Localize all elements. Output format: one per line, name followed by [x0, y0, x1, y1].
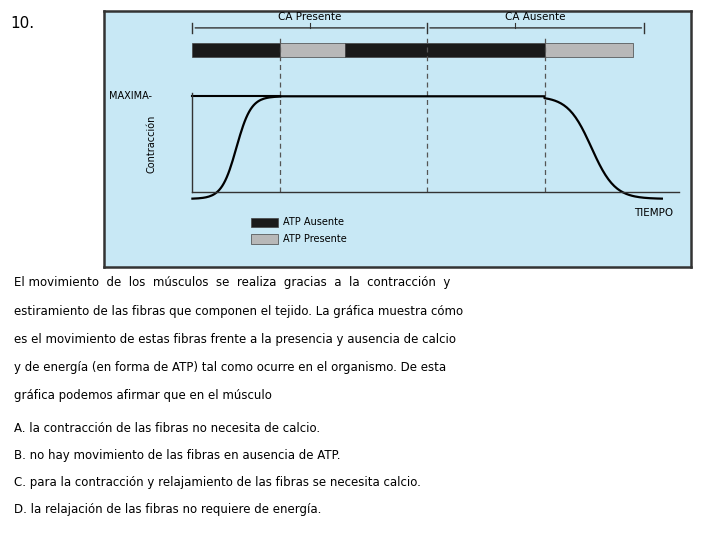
- Text: A. la contracción de las fibras no necesita de calcio.: A. la contracción de las fibras no neces…: [14, 422, 320, 435]
- Bar: [544, 43, 633, 57]
- Bar: [281, 43, 345, 57]
- Text: 10.: 10.: [11, 16, 35, 31]
- Text: y de energía (en forma de ATP) tal como ocurre en el organismo. De esta: y de energía (en forma de ATP) tal como …: [14, 361, 446, 374]
- Text: El movimiento  de  los  músculos  se  realiza  gracias  a  la  contracción  y: El movimiento de los músculos se realiza…: [14, 276, 451, 289]
- Bar: [251, 218, 277, 227]
- Text: MAXIMA-: MAXIMA-: [109, 91, 152, 102]
- Bar: [345, 43, 544, 57]
- Text: CA Ausente: CA Ausente: [505, 12, 566, 22]
- Text: C. para la contracción y relajamiento de las fibras se necesita calcio.: C. para la contracción y relajamiento de…: [14, 476, 421, 489]
- Text: ATP Ausente: ATP Ausente: [284, 218, 344, 227]
- Text: D. la relajación de las fibras no requiere de energía.: D. la relajación de las fibras no requie…: [14, 503, 322, 516]
- Bar: [192, 43, 281, 57]
- Text: ATP Presente: ATP Presente: [284, 234, 347, 244]
- Bar: [251, 234, 277, 244]
- Text: es el movimiento de estas fibras frente a la presencia y ausencia de calcio: es el movimiento de estas fibras frente …: [14, 333, 456, 346]
- Text: CA Presente: CA Presente: [278, 12, 341, 22]
- Text: Contracción: Contracción: [146, 115, 156, 173]
- Text: B. no hay movimiento de las fibras en ausencia de ATP.: B. no hay movimiento de las fibras en au…: [14, 449, 341, 462]
- Text: estiramiento de las fibras que componen el tejido. La gráfica muestra cómo: estiramiento de las fibras que componen …: [14, 305, 464, 318]
- Text: gráfica podemos afirmar que en el músculo: gráfica podemos afirmar que en el múscul…: [14, 389, 272, 402]
- Text: TIEMPO: TIEMPO: [634, 207, 674, 218]
